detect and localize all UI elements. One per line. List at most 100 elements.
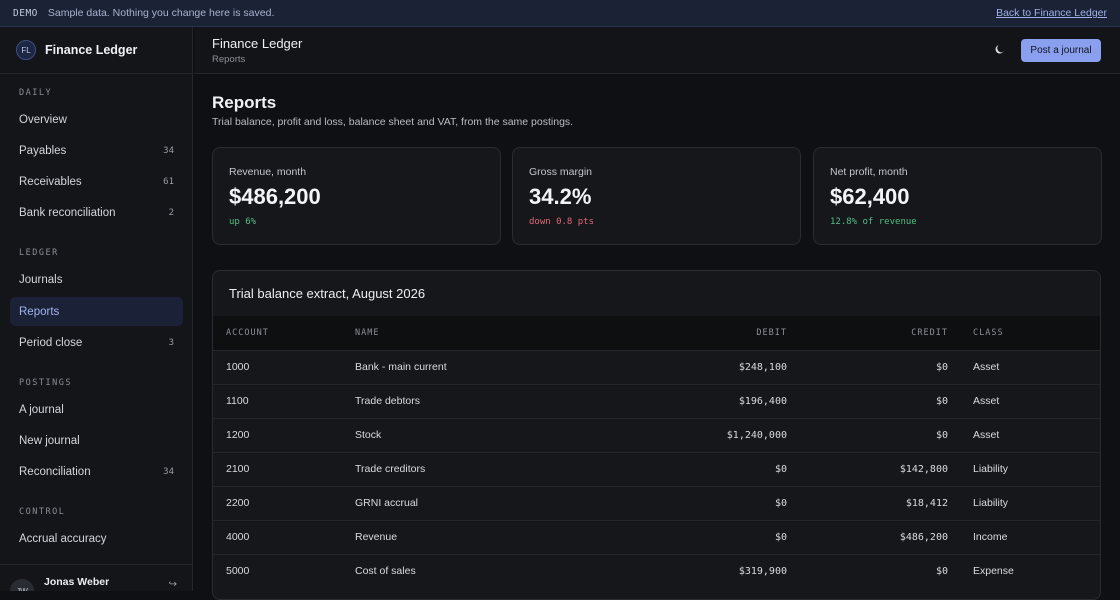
count-badge: 61 (163, 176, 174, 187)
breadcrumb: Reports (212, 54, 246, 65)
page-subtitle: Trial balance, profit and loss, balance … (212, 116, 574, 128)
credit-cell: $18,412 (905, 497, 948, 509)
user-name: Jonas Weber (44, 576, 110, 588)
kpi-delta: up 6% (229, 217, 257, 227)
debit-cell: $0 (774, 531, 787, 543)
section-daily: DAILY (19, 88, 53, 98)
sidebar-item-journals[interactable]: Journals (10, 265, 183, 294)
name-cell: GRNI accrual (355, 497, 419, 509)
class-cell: Income (973, 531, 1008, 543)
logout-icon[interactable]: ↪ (168, 579, 177, 590)
table-row[interactable]: 5000 Cost of sales $319,900 $0 Expense (213, 554, 1100, 588)
demo-banner: DEMO Sample data. Nothing you change her… (0, 0, 1120, 27)
sidebar-item-label: Accrual accuracy (19, 532, 107, 545)
kpi-label: Net profit, month (830, 166, 908, 178)
kpi-value: $62,400 (830, 184, 910, 209)
sidebar-item-reconciliation[interactable]: Reconciliation 34 (10, 457, 183, 486)
credit-cell: $486,200 (899, 531, 948, 543)
sidebar-item-label: Overview (19, 113, 67, 126)
table-row[interactable]: 1100 Trade debtors $196,400 $0 Asset (213, 384, 1100, 418)
section-control: CONTROL (19, 507, 66, 517)
table-row[interactable]: 2200 GRNI accrual $0 $18,412 Liability (213, 486, 1100, 520)
count-badge: 34 (163, 145, 174, 156)
kpi-value: $486,200 (229, 184, 321, 209)
topbar: Finance Ledger Reports Post a journal (194, 27, 1120, 74)
sidebar: FL Finance Ledger DAILY Overview Payable… (0, 27, 193, 591)
count-badge: 2 (168, 207, 174, 218)
sidebar-item-label: Payables (19, 144, 67, 157)
account-cell: 1100 (226, 395, 249, 407)
avatar: JW (10, 579, 34, 591)
sidebar-item-label: Reconciliation (19, 465, 91, 478)
name-cell: Trade creditors (355, 463, 426, 475)
name-cell: Trade debtors (355, 395, 420, 407)
kpi-label: Gross margin (529, 166, 593, 178)
table-row[interactable]: 1000 Bank - main current $248,100 $0 Asset (213, 350, 1100, 384)
name-cell: Cost of sales (355, 565, 416, 578)
post-journal-button[interactable]: Post a journal (1021, 39, 1101, 62)
credit-cell: $0 (935, 361, 948, 373)
sidebar-item-accrual-accuracy[interactable]: Accrual accuracy (10, 524, 183, 553)
debit-cell: $248,100 (738, 361, 787, 373)
column-header-credit[interactable]: CREDIT (911, 327, 948, 338)
sidebar-item-label: Receivables (19, 175, 82, 188)
account-cell: 2200 (226, 497, 250, 509)
debit-cell: $319,900 (738, 565, 787, 577)
credit-cell: $0 (935, 429, 948, 441)
panel-title: Trial balance extract, August 2026 (229, 286, 426, 301)
user-profile[interactable]: JW Jonas Weber ↪ (0, 564, 192, 591)
class-cell: Asset (973, 361, 1000, 373)
sidebar-item-receivables[interactable]: Receivables 61 (10, 167, 183, 196)
kpi-value: 34.2% (529, 184, 592, 209)
table-row[interactable]: 4000 Revenue $0 $486,200 Income (213, 520, 1100, 554)
class-cell: Asset (973, 395, 1000, 407)
sidebar-item-label: New journal (19, 434, 80, 447)
class-cell: Expense (973, 565, 1014, 578)
kpi-card-gross-margin: Gross margin 34.2% down 0.8 pts (512, 147, 801, 245)
column-header-debit[interactable]: DEBIT (756, 327, 787, 338)
class-cell: Liability (973, 463, 1009, 475)
credit-cell: $0 (935, 565, 948, 577)
kpi-delta: down 0.8 pts (529, 217, 595, 227)
sidebar-item-new-journal[interactable]: New journal (10, 426, 183, 455)
moon-icon[interactable] (994, 43, 1006, 55)
sidebar-item-period-close[interactable]: Period close 3 (10, 328, 183, 357)
sidebar-item-overview[interactable]: Overview (10, 105, 183, 134)
debit-cell: $0 (774, 463, 787, 475)
sidebar-item-reports[interactable]: Reports (10, 297, 183, 326)
account-cell: 1200 (226, 429, 250, 441)
page-title: Reports (212, 93, 277, 112)
column-header-account[interactable]: ACCOUNT (226, 327, 269, 338)
brand[interactable]: FL Finance Ledger (0, 27, 192, 74)
account-cell: 1000 (226, 361, 250, 373)
app-name: Finance Ledger (45, 43, 138, 57)
section-postings: POSTINGS (19, 378, 72, 388)
sidebar-item-label: Period close (19, 336, 83, 349)
sidebar-item-a-journal[interactable]: A journal (10, 395, 183, 424)
section-ledger: LEDGER (19, 248, 59, 258)
table-row[interactable]: 1200 Stock $1,240,000 $0 Asset (213, 418, 1100, 452)
back-link[interactable]: Back to Finance Ledger (996, 7, 1107, 19)
account-cell: 5000 (226, 565, 250, 578)
account-cell: 4000 (226, 531, 250, 543)
main-content: Reports Trial balance, profit and loss, … (194, 74, 1120, 600)
column-header-name[interactable]: NAME (355, 327, 380, 338)
app-logo: FL (16, 40, 36, 60)
sidebar-item-label: A journal (19, 403, 64, 416)
debit-cell: $1,240,000 (726, 429, 787, 441)
kpi-delta: 12.8% of revenue (830, 217, 917, 227)
sidebar-item-label: Bank reconciliation (19, 206, 116, 219)
trial-balance-panel: Trial balance extract, August 2026 ACCOU… (212, 270, 1101, 600)
count-badge: 3 (168, 337, 174, 348)
kpi-card-revenue: Revenue, month $486,200 up 6% (212, 147, 501, 245)
name-cell: Stock (355, 429, 382, 441)
sidebar-item-label: Journals (19, 273, 63, 286)
account-cell: 2100 (226, 463, 250, 475)
column-header-class[interactable]: CLASS (973, 327, 1004, 338)
credit-cell: $142,800 (899, 463, 948, 475)
table-row[interactable]: 2100 Trade creditors $0 $142,800 Liability (213, 452, 1100, 486)
class-cell: Asset (973, 429, 1000, 441)
name-cell: Revenue (355, 531, 398, 543)
sidebar-item-bank-reconciliation[interactable]: Bank reconciliation 2 (10, 198, 183, 227)
sidebar-item-payables[interactable]: Payables 34 (10, 136, 183, 165)
